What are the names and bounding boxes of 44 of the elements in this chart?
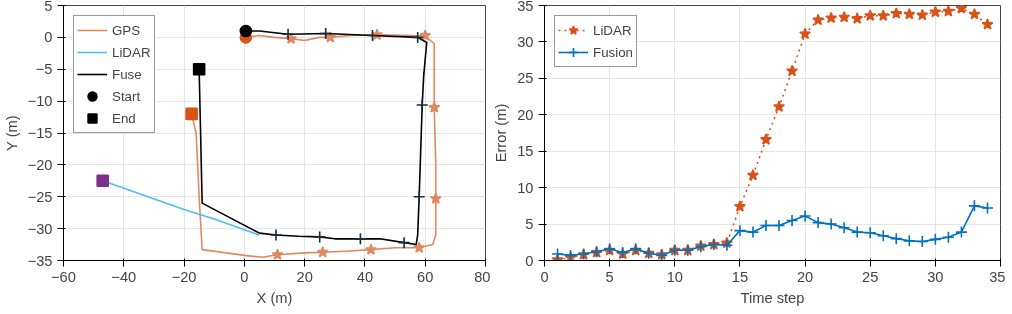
y-tick-label: 0 <box>44 29 53 46</box>
y-tick-label: −20 <box>27 156 53 173</box>
y-tick-label: 5 <box>525 216 534 233</box>
y-tick-label: −30 <box>27 220 53 237</box>
x-tick-label: 60 <box>417 268 434 285</box>
x-tick-label: 15 <box>731 268 749 285</box>
x-tick-label: −40 <box>111 268 137 285</box>
x-tick-label: 80 <box>474 268 491 285</box>
x-tick-label: 10 <box>666 268 683 285</box>
x-tick-label: −20 <box>171 268 197 285</box>
y-tick-label: −10 <box>27 93 53 110</box>
x-tick-label: 25 <box>862 268 879 285</box>
x-tick-label: −60 <box>51 268 76 285</box>
legend-label: End <box>112 110 136 126</box>
legend-label: LiDAR <box>593 22 632 38</box>
y-tick-label: 10 <box>517 179 534 196</box>
x-axis-title: Time step <box>740 289 805 306</box>
x-tick-label: 5 <box>605 268 614 285</box>
legend-label: Start <box>112 88 141 104</box>
y-tick-label: 15 <box>517 143 534 160</box>
y-axis-title: Y (m) <box>3 115 20 151</box>
y-tick-label: 5 <box>44 0 53 14</box>
y-tick-label: 30 <box>517 33 534 50</box>
y-tick-label: −5 <box>35 61 53 78</box>
legend-label: LiDAR <box>112 44 151 60</box>
x-tick-label: 20 <box>296 268 313 285</box>
x-tick-label: 35 <box>989 268 1006 285</box>
y-tick-label: −25 <box>27 188 53 205</box>
y-tick-label: 25 <box>517 70 534 87</box>
x-tick-label: 0 <box>540 268 549 285</box>
x-tick-label: 30 <box>927 268 944 285</box>
x-tick-label: 0 <box>240 268 249 285</box>
x-axis-title: X (m) <box>256 289 293 306</box>
x-tick-label: 20 <box>796 268 814 285</box>
x-tick-label: 40 <box>356 268 374 285</box>
y-tick-label: −35 <box>27 252 53 269</box>
legend-label: GPS <box>112 22 141 38</box>
y-tick-label: 35 <box>517 0 534 14</box>
legend-label: Fuse <box>112 66 142 82</box>
y-axis-title: Error (m) <box>493 103 510 163</box>
legend-label: Fusion <box>593 44 634 60</box>
y-tick-label: 20 <box>517 106 534 123</box>
y-tick-label: 0 <box>525 252 534 269</box>
y-tick-label: −15 <box>27 125 53 141</box>
